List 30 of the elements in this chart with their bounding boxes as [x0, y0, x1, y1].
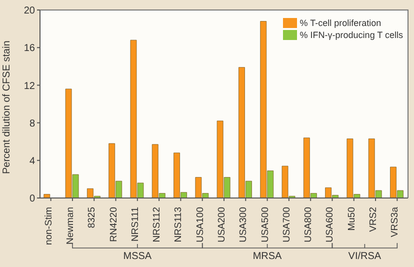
- y-tick-label: 20: [24, 6, 36, 17]
- y-tick-label: 16: [24, 43, 36, 54]
- x-tick-label: USA500: [260, 207, 271, 242]
- text: MSSA: [123, 251, 152, 262]
- text: VI/RSA: [348, 251, 382, 262]
- x-tick-label: USA200: [216, 207, 228, 242]
- y-tick-label: 0: [29, 194, 36, 205]
- y-tick-label: 4: [29, 156, 36, 167]
- x-tick-label: VRS2: [368, 207, 380, 232]
- x-tick-label: NRS113: [173, 207, 184, 242]
- x-tick-label: VRS3a: [390, 206, 401, 238]
- x-tick-label: Newman: [64, 207, 76, 244]
- legend-label: % IFN-γ-producing T cells: [300, 29, 403, 41]
- x-tick-label: USA700: [281, 207, 292, 242]
- x-tick-label: 8325: [86, 207, 98, 228]
- x-tick-label: NRS112: [152, 207, 163, 242]
- y-axis-title: Percent dilution of CFSE stain: [2, 40, 13, 174]
- bar: [44, 194, 50, 198]
- y-tick-label: 8: [29, 118, 36, 130]
- y-tick-label: 12: [24, 80, 36, 92]
- text: MRSA: [252, 251, 282, 262]
- x-tick-label: NRS111: [130, 207, 141, 242]
- x-tick-label: USA600: [324, 207, 336, 242]
- x-tick-label: non-Stim: [43, 206, 54, 246]
- legend-label: % T-cell proliferation: [300, 17, 382, 29]
- x-tick-label: Mu50: [346, 207, 358, 231]
- x-tick-label: RN4220: [108, 207, 120, 242]
- x-tick-label: USA800: [303, 207, 314, 242]
- x-tick-label: USA300: [238, 207, 250, 242]
- x-tick-label: USA100: [194, 207, 206, 242]
